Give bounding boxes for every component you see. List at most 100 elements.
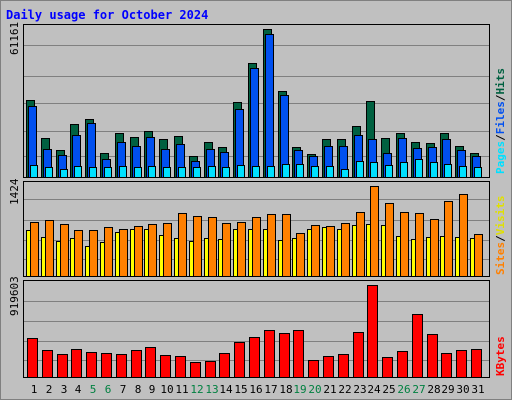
chart-title: Daily usage for October 2024 [6,8,208,22]
bar-pages-20 [311,166,319,178]
bar-sites-18 [282,214,291,277]
day-label-10: 10 [160,383,173,396]
bar-kbytes-8 [131,350,142,378]
day-label-7: 7 [120,383,127,396]
bar-kbytes-18 [279,333,290,378]
bar-kbytes-15 [234,342,245,378]
bar-sites-24 [370,186,379,277]
bar-pages-8 [134,167,142,178]
bar-sites-8 [134,226,143,277]
day-label-3: 3 [61,383,68,396]
bar-sites-3 [60,224,69,277]
bar-kbytes-19 [293,330,304,378]
legend-sites: Sites [494,242,507,275]
visits-max-label: 1424 [8,178,21,205]
bar-sites-6 [104,227,113,277]
bar-pages-16 [252,166,260,178]
bar-pages-14 [222,167,230,178]
bar-kbytes-29 [441,353,452,378]
day-label-2: 2 [46,383,53,396]
bar-pages-3 [60,169,68,178]
bar-pages-11 [178,167,186,178]
bar-sites-22 [341,223,350,277]
bar-kbytes-12 [190,362,201,378]
bar-sites-2 [45,220,54,277]
bar-pages-26 [400,162,408,178]
bar-pages-27 [415,159,423,178]
bar-pages-18 [282,164,290,178]
day-label-11: 11 [175,383,188,396]
day-label-18: 18 [279,383,292,396]
bar-sites-25 [385,203,394,277]
legend-sep-1: / [494,134,507,141]
bar-sites-26 [400,212,409,277]
day-label-8: 8 [135,383,142,396]
bar-pages-15 [237,165,245,178]
bar-sites-7 [119,229,128,277]
visits-legend: Sites/Visits [494,196,507,276]
day-label-16: 16 [249,383,262,396]
kbytes-max-label: 919603 [8,276,21,316]
bar-pages-12 [193,167,201,178]
day-label-23: 23 [353,383,366,396]
day-label-5: 5 [90,383,97,396]
day-labels: 1 2 3 4 5 6 7 8 9 10 11 12 13 14 15 16 17 18 19 20 21 22 23 24 2… [31,383,485,396]
bar-sites-10 [163,223,172,277]
bar-files-16 [250,68,259,178]
day-label-21: 21 [323,383,336,396]
legend-pages: Pages [494,141,507,174]
day-label-19: 19 [293,383,306,396]
day-label-31: 31 [471,383,484,396]
bar-files-17 [265,34,274,178]
bar-kbytes-27 [412,314,423,378]
bar-kbytes-9 [145,347,156,378]
day-label-14: 14 [219,383,233,396]
bar-sites-15 [237,222,246,277]
legend-kbytes: KBytes [494,336,507,376]
day-label-17: 17 [264,383,277,396]
day-label-29: 29 [441,383,454,396]
legend-visits: Visits [494,196,507,236]
hits-legend: Pages/Files/Hits [494,68,507,174]
bar-kbytes-26 [397,351,408,378]
bar-pages-19 [296,164,304,178]
bar-sites-29 [444,201,453,277]
day-label-20: 20 [308,383,321,396]
legend-sep-3: / [494,235,507,242]
bar-kbytes-28 [427,334,438,378]
bar-kbytes-6 [101,353,112,378]
bar-sites-5 [89,230,98,277]
bar-kbytes-3 [57,354,68,378]
day-label-26: 26 [397,383,410,396]
bar-kbytes-7 [116,354,127,378]
bar-pages-23 [356,161,364,178]
bar-pages-5 [89,167,97,178]
bar-kbytes-21 [323,356,334,378]
bar-sites-14 [222,223,231,277]
bar-pages-24 [370,162,378,178]
bar-sites-16 [252,217,261,277]
bar-pages-30 [459,166,467,178]
bar-sites-27 [415,213,424,277]
bar-sites-1 [30,222,39,277]
bar-pages-31 [474,167,482,178]
bar-pages-7 [119,166,127,178]
bar-kbytes-20 [308,360,319,378]
day-label-6: 6 [105,383,112,396]
bar-pages-22 [341,169,349,178]
day-label-24: 24 [367,383,381,396]
bar-kbytes-4 [71,349,82,378]
legend-hits: Hits [494,68,507,95]
bar-pages-9 [148,166,156,178]
bar-sites-11 [178,213,187,277]
bar-sites-9 [148,224,157,277]
bar-kbytes-10 [160,355,171,378]
bar-sites-23 [356,212,365,277]
day-label-9: 9 [149,383,156,396]
bar-sites-17 [267,214,276,277]
day-label-15: 15 [234,383,247,396]
bar-kbytes-30 [456,350,467,378]
day-label-12: 12 [190,383,203,396]
